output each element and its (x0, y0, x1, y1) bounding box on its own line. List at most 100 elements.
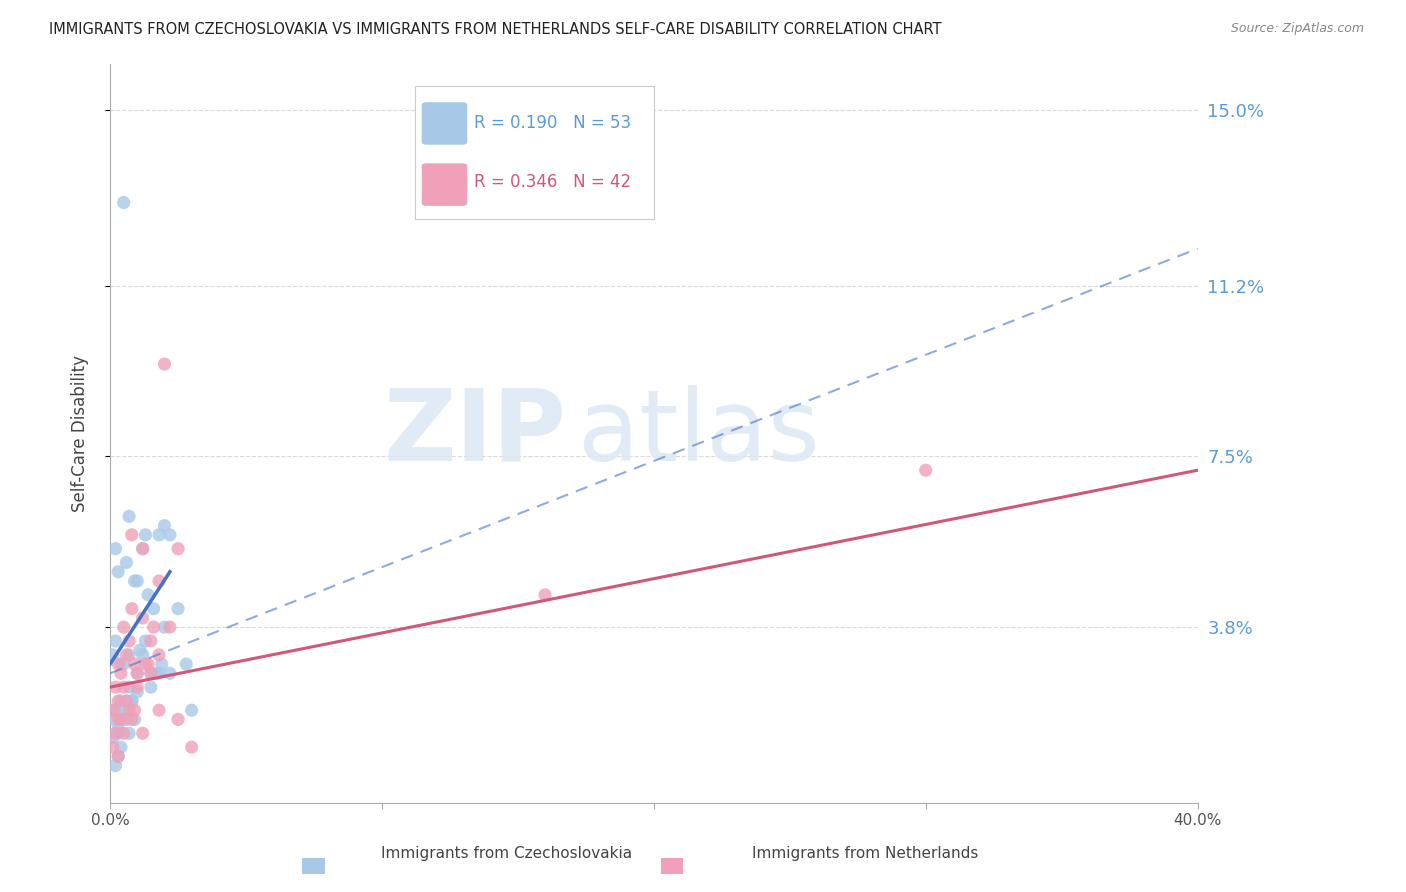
Point (107, 694, 129, 708)
Point (121, 528, 143, 542)
Point (104, 680, 127, 694)
Point (148, 703, 170, 717)
Point (159, 666, 181, 681)
Point (153, 518, 176, 533)
Point (112, 195, 135, 210)
Point (101, 703, 124, 717)
Point (104, 703, 127, 717)
Point (118, 726, 141, 740)
Point (101, 740, 124, 755)
Text: Immigrants from Netherlands: Immigrants from Netherlands (751, 846, 979, 861)
Point (134, 657, 156, 671)
Point (112, 703, 135, 717)
Point (121, 694, 143, 708)
Point (124, 703, 146, 717)
Point (112, 680, 135, 694)
Text: ZIP: ZIP (384, 384, 567, 482)
Point (150, 657, 173, 671)
Point (115, 694, 138, 708)
Point (115, 694, 138, 708)
Point (127, 666, 149, 681)
Point (153, 620, 176, 634)
Text: IMMIGRANTS FROM CZECHOSLOVAKIA VS IMMIGRANTS FROM NETHERLANDS SELF-CARE DISABILI: IMMIGRANTS FROM CZECHOSLOVAKIA VS IMMIGR… (49, 22, 942, 37)
Point (145, 666, 167, 681)
Point (131, 726, 153, 740)
Point (148, 666, 170, 681)
Point (110, 694, 132, 708)
Text: Source: ZipAtlas.com: Source: ZipAtlas.com (1230, 22, 1364, 36)
Point (148, 528, 170, 542)
Point (148, 648, 170, 662)
Point (139, 634, 162, 648)
Point (107, 726, 129, 740)
Point (110, 657, 132, 671)
Point (142, 601, 165, 615)
Point (112, 657, 135, 671)
Point (118, 509, 141, 524)
Point (110, 666, 132, 681)
Point (159, 620, 181, 634)
Point (107, 657, 129, 671)
Point (167, 713, 190, 727)
Point (148, 574, 170, 588)
Point (107, 565, 129, 579)
Point (131, 648, 153, 662)
Point (110, 713, 132, 727)
Point (115, 713, 138, 727)
Point (107, 749, 129, 764)
Point (534, 588, 557, 602)
Point (127, 685, 149, 699)
Text: atlas: atlas (578, 384, 820, 482)
Point (129, 643, 152, 657)
Point (136, 588, 159, 602)
Point (121, 601, 143, 615)
Point (139, 680, 162, 694)
Point (127, 666, 149, 681)
Point (104, 541, 127, 556)
Point (124, 713, 146, 727)
Text: Immigrants from Czechoslovakia: Immigrants from Czechoslovakia (381, 846, 631, 861)
Point (104, 726, 127, 740)
Point (180, 740, 202, 755)
Point (131, 541, 153, 556)
Point (134, 634, 156, 648)
Point (167, 541, 190, 556)
Point (101, 731, 124, 745)
Point (104, 634, 127, 648)
Point (127, 574, 149, 588)
Point (112, 713, 135, 727)
Point (112, 620, 135, 634)
Point (110, 713, 132, 727)
Point (118, 703, 141, 717)
Point (139, 666, 162, 681)
Point (101, 713, 124, 727)
Point (124, 574, 146, 588)
Point (121, 713, 143, 727)
Point (127, 680, 149, 694)
Point (180, 703, 202, 717)
Point (124, 657, 146, 671)
Point (914, 463, 936, 477)
Point (118, 634, 141, 648)
Point (131, 611, 153, 625)
Point (107, 722, 129, 736)
Point (115, 556, 138, 570)
Y-axis label: Self-Care Disability: Self-Care Disability (72, 355, 89, 512)
Point (131, 541, 153, 556)
Point (136, 657, 159, 671)
Point (142, 620, 165, 634)
Point (115, 648, 138, 662)
Point (112, 726, 135, 740)
Point (107, 749, 129, 764)
Point (174, 657, 197, 671)
Point (107, 713, 129, 727)
Point (134, 528, 156, 542)
Point (167, 601, 190, 615)
Point (104, 758, 127, 772)
Point (139, 666, 162, 681)
Point (153, 357, 176, 371)
Point (159, 528, 181, 542)
Point (121, 694, 143, 708)
Point (118, 648, 141, 662)
Point (118, 680, 141, 694)
